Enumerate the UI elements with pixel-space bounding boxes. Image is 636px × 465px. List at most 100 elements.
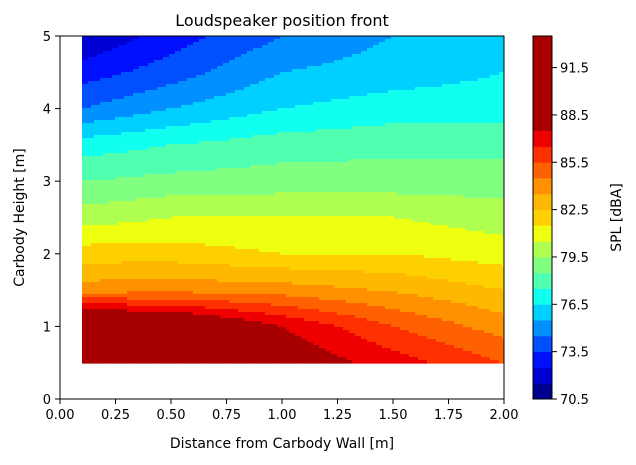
contour-cell: [277, 132, 281, 136]
contour-cell: [202, 45, 206, 49]
contour-cell: [127, 66, 131, 70]
contour-cell: [85, 105, 89, 109]
contour-cell: [193, 99, 197, 103]
contour-cell: [304, 99, 308, 103]
contour-cell: [175, 60, 179, 64]
contour-cell: [400, 78, 404, 82]
contour-cell: [88, 117, 92, 121]
contour-cell: [151, 36, 155, 40]
contour-cell: [139, 93, 143, 97]
contour-cell: [292, 105, 296, 109]
contour-cell: [250, 51, 254, 55]
contour-cell: [301, 102, 305, 106]
contour-cell: [346, 123, 350, 127]
contour-cell: [100, 39, 104, 43]
contour-cell: [97, 138, 101, 142]
contour-cell: [205, 141, 209, 145]
contour-cell: [349, 42, 353, 46]
contour-cell: [403, 96, 407, 100]
contour-cell: [244, 81, 248, 85]
contour-cell: [160, 45, 164, 49]
contour-cell: [178, 66, 182, 70]
contour-cell: [313, 138, 317, 142]
contour-cell: [256, 126, 260, 130]
contour-cell: [310, 39, 314, 43]
contour-cell: [322, 72, 326, 76]
contour-cell: [448, 99, 452, 103]
contour-cell: [280, 126, 284, 130]
contour-cell: [412, 39, 416, 43]
contour-cell: [376, 36, 380, 40]
contour-cell: [391, 48, 395, 52]
contour-cell: [472, 114, 476, 118]
contour-cell: [88, 48, 92, 52]
contour-cell: [418, 84, 422, 88]
contour-cell: [115, 78, 119, 82]
contour-cell: [301, 99, 305, 103]
contour-cell: [202, 93, 206, 97]
contour-cell: [445, 39, 449, 43]
contour-cell: [373, 120, 377, 124]
contour-cell: [418, 96, 422, 100]
contour-cell: [274, 114, 278, 118]
contour-cell: [436, 42, 440, 46]
contour-cell: [178, 78, 182, 82]
contour-cell: [307, 66, 311, 70]
contour-cell: [235, 45, 239, 49]
contour-cell: [340, 48, 344, 52]
contour-cell: [223, 132, 227, 136]
contour-cell: [205, 78, 209, 82]
contour-cell: [406, 39, 410, 43]
contour-cell: [181, 42, 185, 46]
contour-cell: [295, 120, 299, 124]
contour-cell: [238, 129, 242, 133]
contour-cell: [259, 93, 263, 97]
contour-cell: [466, 138, 470, 142]
contour-cell: [244, 90, 248, 94]
contour-cell: [118, 96, 122, 100]
contour-cell: [214, 111, 218, 115]
contour-cell: [151, 72, 155, 76]
contour-cell: [82, 120, 86, 124]
contour-cell: [187, 129, 191, 133]
contour-cell: [187, 78, 191, 82]
contour-cell: [88, 102, 92, 106]
contour-cell: [175, 72, 179, 76]
contour-cell: [268, 75, 272, 79]
contour-cell: [310, 90, 314, 94]
contour-cell: [481, 138, 485, 142]
contour-cell: [346, 48, 350, 52]
contour-cell: [472, 111, 476, 115]
contour-cell: [109, 111, 113, 115]
contour-cell: [343, 108, 347, 112]
contour-cell: [493, 66, 497, 70]
contour-cell: [367, 36, 371, 40]
contour-cell: [250, 36, 254, 40]
contour-cell: [349, 57, 353, 61]
contour-cell: [469, 99, 473, 103]
contour-cell: [418, 117, 422, 121]
contour-cell: [250, 105, 254, 109]
contour-cell: [436, 120, 440, 124]
contour-cell: [133, 75, 137, 79]
contour-cell: [382, 99, 386, 103]
contour-cell: [160, 93, 164, 97]
contour-cell: [289, 60, 293, 64]
contour-cell: [463, 120, 467, 124]
contour-cell: [154, 51, 158, 55]
contour-cell: [451, 57, 455, 61]
contour-cell: [382, 66, 386, 70]
contour-cell: [412, 51, 416, 55]
contour-cell: [463, 69, 467, 73]
contour-cell: [124, 138, 128, 142]
contour-cell: [199, 48, 203, 52]
contour-cell: [316, 54, 320, 58]
contour-cell: [277, 87, 281, 91]
contour-cell: [295, 111, 299, 115]
contour-cell: [157, 99, 161, 103]
contour-cell: [406, 135, 410, 139]
contour-cell: [340, 60, 344, 64]
contour-cell: [361, 72, 365, 76]
contour-cell: [328, 78, 332, 82]
contour-cell: [403, 69, 407, 73]
